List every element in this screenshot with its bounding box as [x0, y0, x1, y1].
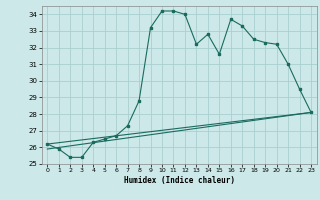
- X-axis label: Humidex (Indice chaleur): Humidex (Indice chaleur): [124, 176, 235, 185]
